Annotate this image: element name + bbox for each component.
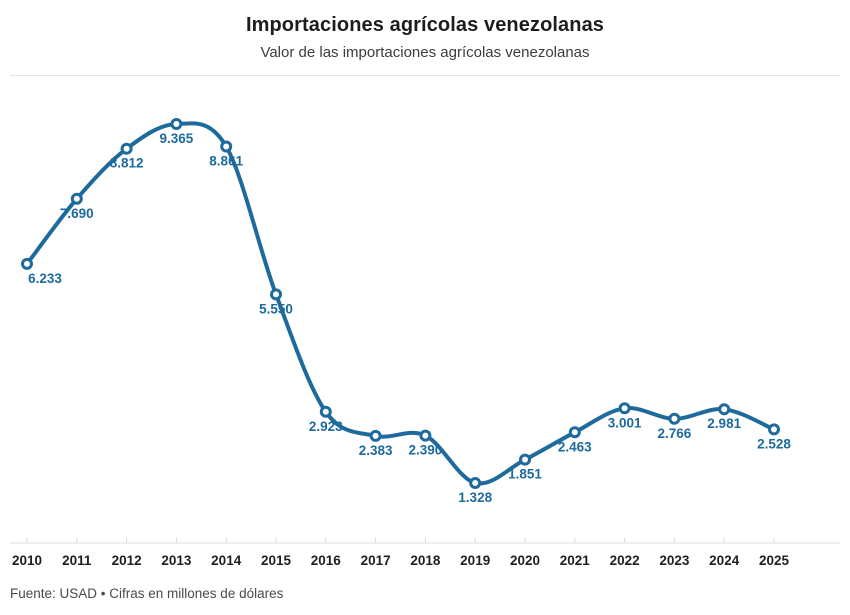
x-tick-label: 2020 <box>510 553 540 568</box>
x-tick-label: 2022 <box>610 553 640 568</box>
chart-title: Importaciones agrícolas venezolanas <box>245 14 605 36</box>
data-point-label: 2.390 <box>409 443 443 458</box>
data-point <box>519 453 531 466</box>
x-tick-label: 2021 <box>560 553 591 568</box>
data-point <box>768 423 780 436</box>
x-tick-label: 2010 <box>12 553 42 568</box>
x-tick-label: 2024 <box>709 553 740 568</box>
x-tick-label: 2012 <box>112 553 142 568</box>
data-point-label: 2.923 <box>309 419 343 434</box>
data-point-label: 9.365 <box>160 131 194 146</box>
data-point <box>120 142 133 155</box>
data-point <box>21 257 33 270</box>
data-point-label: 6.233 <box>28 271 62 286</box>
chart-subtitle: Valor de las importaciones agrícolas ven… <box>260 44 590 61</box>
data-point <box>469 477 482 489</box>
x-tick-label: 2013 <box>161 553 192 568</box>
data-point <box>270 288 282 301</box>
source-note: Fuente: USAD • Cifras en millones de dól… <box>10 586 284 601</box>
x-tick-label: 2023 <box>659 553 690 568</box>
x-tick-label: 2018 <box>410 553 441 568</box>
data-point-label: 5.550 <box>259 301 293 316</box>
data-point <box>668 412 681 425</box>
data-point-label: 1.851 <box>508 467 542 482</box>
data-point <box>70 192 83 205</box>
data-point-label: 2.528 <box>757 436 791 451</box>
x-tick-label: 2025 <box>759 553 790 568</box>
data-point-label: 2.766 <box>658 426 692 441</box>
x-tick-label: 2016 <box>311 553 342 568</box>
x-tick-label: 2019 <box>460 553 490 568</box>
header-divider <box>10 75 840 76</box>
data-point <box>319 405 332 418</box>
x-tick-label: 2015 <box>261 553 292 568</box>
x-tick-label: 2011 <box>62 553 92 568</box>
data-point-label: 8.861 <box>209 154 243 169</box>
data-point <box>369 429 382 442</box>
x-tick-label: 2017 <box>361 553 391 568</box>
data-point-label: 2.383 <box>359 443 393 458</box>
data-point-label: 3.001 <box>608 415 642 430</box>
data-point <box>618 402 631 415</box>
chart-header: Importaciones agrícolas venezolanas Valo… <box>0 0 850 62</box>
data-point <box>419 429 432 442</box>
x-tick-label: 2014 <box>211 553 242 568</box>
data-point <box>568 426 581 439</box>
data-point-label: 2.981 <box>707 416 741 431</box>
data-point <box>718 403 731 416</box>
data-point-label: 7.690 <box>60 206 94 221</box>
data-point-label: 2.463 <box>558 439 592 454</box>
data-point-label: 1.328 <box>458 490 492 505</box>
data-point-label: 8.812 <box>110 156 144 171</box>
data-point <box>170 118 183 130</box>
data-point <box>220 140 233 153</box>
